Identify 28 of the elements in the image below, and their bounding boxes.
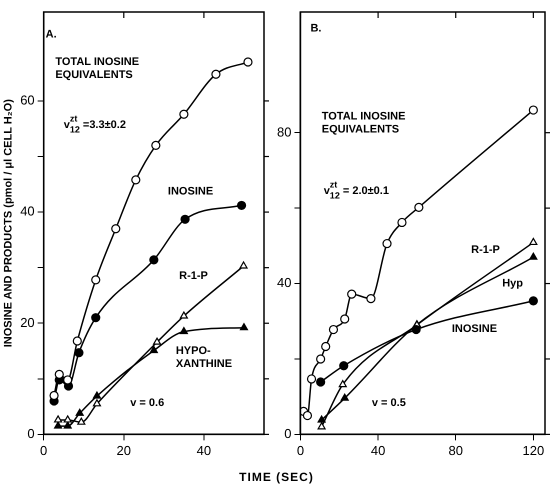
annotation: v = 0.5 — [372, 397, 406, 410]
x-tick-label: 0 — [296, 442, 304, 458]
legend-label: Hyp — [502, 278, 524, 290]
y-tick-label: 40 — [276, 275, 292, 290]
x-tick-label: 120 — [522, 442, 544, 458]
series-label: R-1-P — [471, 244, 500, 256]
x-tick-label: 0 — [40, 442, 48, 458]
y-tick-label: 0 — [27, 426, 35, 441]
x-axis-title: TIME (SEC) — [238, 470, 315, 484]
y-tick-label: 40 — [20, 204, 35, 219]
annotation: TOTAL INOSINE EQUIVALENTS — [322, 110, 406, 136]
series-label: INOSINE — [168, 186, 214, 198]
annotation: v = 0.6 — [130, 396, 164, 409]
annotation: A. — [46, 28, 57, 40]
x-tick-label: 80 — [448, 442, 463, 458]
annotation: B. — [310, 22, 322, 35]
y-tick-label: 20 — [20, 314, 35, 330]
annotation: TOTAL INOSINE EQUIVALENTS — [55, 56, 140, 81]
y-tick-label: 0 — [284, 426, 292, 441]
series-label: R-1-P — [179, 270, 208, 282]
series-label: INOSINE — [452, 322, 498, 335]
x-tick-label: 40 — [370, 442, 386, 458]
x-tick-label: 20 — [116, 442, 132, 458]
series-label: HYPO-XANTHINE — [176, 345, 232, 370]
y-axis-title: INOSINE AND PRODUCTS (pmol / μl CELL H₂O) — [2, 98, 15, 348]
x-tick-label: 40 — [196, 442, 212, 458]
y-tick-label: 60 — [20, 92, 35, 108]
y-tick-label: 80 — [276, 124, 292, 140]
